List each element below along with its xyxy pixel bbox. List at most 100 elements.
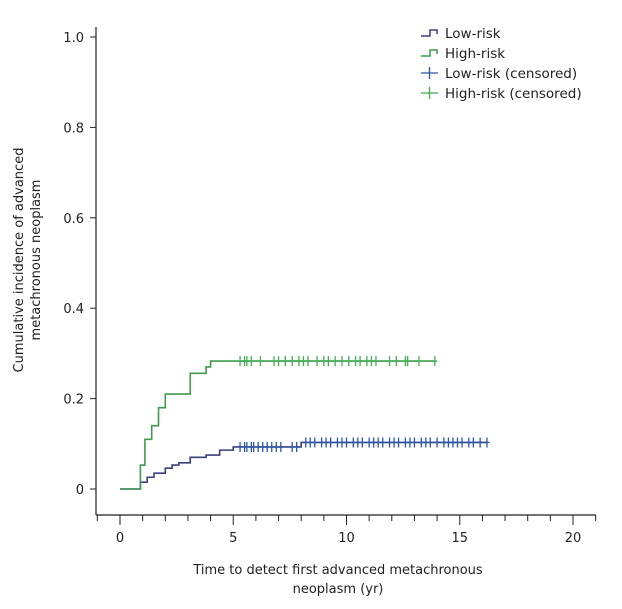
y-tick-label: 0 [76, 483, 84, 498]
low-risk-censor-mark [273, 441, 279, 452]
y-tick-label: 0.4 [63, 302, 84, 317]
high-risk-censor-mark [373, 356, 379, 367]
y-tick-label: 1.0 [63, 31, 84, 46]
low-risk-censor-mark [427, 437, 433, 448]
x-axis-label-line2: neoplasm (yr) [293, 582, 384, 597]
high-risk-censor-mark [300, 356, 306, 367]
x-tick-label: 5 [229, 531, 237, 546]
high-risk-censor-mark [332, 356, 338, 367]
low-risk-censor-mark [244, 441, 250, 452]
low-risk-censor-mark [391, 437, 397, 448]
high-risk-censor-mark [305, 356, 311, 367]
low-risk-censor-mark [423, 437, 429, 448]
legend-plus-icon [421, 87, 438, 99]
high-risk-censor-mark [346, 356, 352, 367]
low-risk-censor-mark [396, 437, 402, 448]
high-risk-censor-mark [237, 356, 243, 367]
low-risk-censor-mark [477, 437, 483, 448]
x-axis-label-line1: Time to detect first advanced metachrono… [192, 563, 483, 578]
y-axis-label-line2: metachronous neoplasm [29, 180, 44, 341]
low-risk-censor-mark [355, 437, 361, 448]
legend-label-high-risk: High-risk [445, 46, 505, 62]
low-risk-censor-mark [407, 437, 413, 448]
high-risk-censor-mark [405, 356, 411, 367]
x-tick-label: 10 [338, 531, 355, 546]
low-risk-censor-mark [339, 437, 345, 448]
high-risk-curve [120, 360, 435, 490]
low-risk-censor-mark [303, 437, 309, 448]
high-risk-censor-mark [339, 356, 345, 367]
high-risk-censor-mark [289, 356, 295, 367]
low-risk-censor-mark [319, 437, 325, 448]
high-risk-censor-mark [357, 356, 363, 367]
high-risk-censor-mark [296, 356, 302, 367]
low-risk-censor-mark [411, 437, 417, 448]
high-risk-censor-mark [257, 356, 263, 367]
y-tick-label: 0.2 [63, 393, 84, 408]
low-risk-censor-mark [260, 441, 266, 452]
high-risk-censor-mark [368, 356, 374, 367]
low-risk-censor-mark [418, 437, 424, 448]
high-risk-censor-mark [387, 356, 393, 367]
low-risk-censor-mark [328, 437, 334, 448]
low-risk-censor-mark [380, 437, 386, 448]
low-risk-censor-mark [278, 441, 284, 452]
low-risk-censor-mark [387, 437, 393, 448]
low-risk-censor-mark [344, 437, 349, 448]
low-risk-censor-mark [323, 437, 329, 448]
y-tick-label: 0.6 [63, 212, 84, 227]
low-risk-censor-mark [454, 437, 460, 448]
low-risk-censor-mark [264, 441, 270, 452]
low-risk-censor-mark [255, 441, 261, 452]
legend-step-icon [421, 29, 438, 37]
x-tick-label: 20 [565, 531, 582, 546]
high-risk-censor-mark [393, 356, 399, 367]
low-risk-censor-mark [350, 437, 356, 448]
low-risk-censor-mark [466, 437, 472, 448]
low-risk-censor-mark [251, 441, 257, 452]
y-tick-label: 0.8 [63, 121, 84, 136]
low-risk-censor-mark [445, 437, 451, 448]
high-risk-censor-mark [432, 356, 438, 367]
legend: Low-risk High-risk Low-risk (censored) High… [421, 26, 582, 102]
low-risk-censor-mark [470, 437, 476, 448]
high-risk-censor-mark [244, 356, 250, 367]
high-risk-censor-mark [271, 356, 277, 367]
legend-label-low-risk: Low-risk [445, 26, 501, 42]
high-risk-censor-mark [325, 356, 331, 367]
axes: 0 0.2 0.4 0.6 0.8 1.0 0 5 10 15 20 [63, 27, 597, 546]
x-tick-label: 0 [116, 531, 124, 546]
high-risk-censor-mark [416, 356, 422, 367]
series-layer [120, 356, 490, 490]
legend-plus-icon [421, 67, 438, 79]
y-axis-label-line1: Cumulative incidence of advanced [12, 148, 27, 373]
legend-label-high-risk-censored: High-risk (censored) [445, 86, 582, 102]
low-risk-censor-mark [237, 441, 243, 452]
low-risk-censor-mark [441, 437, 447, 448]
low-risk-censor-mark [289, 441, 295, 452]
high-risk-censor-mark [282, 356, 288, 367]
high-risk-censor-mark [276, 356, 282, 367]
low-risk-censor-mark [269, 441, 275, 452]
low-risk-censor-mark [484, 437, 490, 448]
high-risk-censor-mark [353, 356, 359, 367]
low-risk-censor-mark [366, 437, 372, 448]
high-risk-censor-mark [314, 356, 320, 367]
low-risk-censor-mark [307, 437, 313, 448]
low-risk-censor-mark [312, 437, 318, 448]
low-risk-censor-mark [371, 437, 377, 448]
low-risk-censor-mark [450, 437, 456, 448]
high-risk-censor-mark [321, 356, 327, 367]
low-risk-censor-mark [434, 437, 440, 448]
low-risk-censor-mark [334, 437, 340, 448]
low-risk-censor-mark [359, 437, 365, 448]
low-risk-censor-mark [402, 437, 408, 448]
high-risk-censor-mark [248, 356, 254, 367]
x-tick-label: 15 [451, 531, 468, 546]
high-risk-censor-mark [364, 356, 370, 367]
low-risk-curve [120, 441, 487, 490]
legend-label-low-risk-censored: Low-risk (censored) [445, 66, 577, 82]
low-risk-censor-mark [375, 437, 381, 448]
legend-step-icon [421, 49, 438, 57]
